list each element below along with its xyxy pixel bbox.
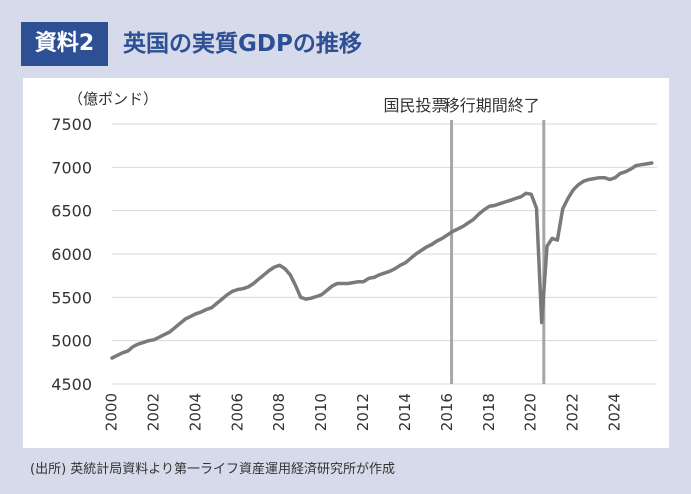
event-marker-label-0: 国民投票: [384, 96, 448, 115]
x-tick-label: 2022: [564, 393, 582, 431]
chart-panel: [23, 78, 669, 448]
x-tick-label: 2006: [228, 393, 246, 431]
x-tick-label: 2014: [396, 393, 414, 431]
y-tick-label: 5000: [51, 332, 92, 351]
x-tick-label: 2008: [270, 393, 288, 431]
y-tick-label: 7500: [51, 115, 92, 134]
x-tick-label: 2000: [103, 393, 121, 431]
chart-title: 英国の実質GDPの推移: [123, 31, 362, 57]
y-axis-ticks: 4500 5000 5500 6000 6500 7000 7500: [51, 115, 92, 394]
series-lines: [110, 161, 654, 360]
x-axis-ticks: 2000 2002 2004 2006 2008 2010 2012 2014 2016 2018…: [103, 393, 624, 431]
y-axis-label: （億ポンド）: [68, 90, 158, 108]
figure-number-badge: 資料2: [21, 22, 108, 66]
source-note: (出所) 英統計局資料より第一ライフ資産運用経済研究所が作成: [30, 462, 396, 477]
event-markers: [450, 120, 546, 384]
y-tick-label: 6000: [51, 245, 92, 264]
y-tick-label: 4500: [51, 375, 92, 394]
y-tick-label: 6500: [51, 202, 92, 221]
x-tick-label: 2004: [186, 393, 204, 431]
y-tick-label: 7000: [51, 158, 92, 177]
x-tick-label: 2016: [438, 393, 456, 431]
x-tick-label: 2010: [312, 393, 330, 431]
x-tick-label: 2018: [480, 393, 498, 431]
header: 資料2 英国の実質GDPの推移: [0, 22, 691, 66]
x-tick-label: 2002: [144, 393, 162, 431]
x-tick-label: 2020: [522, 393, 540, 431]
event-marker-label-1: 移行期間終了: [444, 96, 540, 115]
y-tick-label: 5500: [51, 288, 92, 307]
x-tick-label: 2012: [354, 393, 372, 431]
series-line-0: [110, 161, 654, 360]
grid-lines: [112, 123, 657, 385]
x-tick-label: 2024: [606, 393, 624, 431]
